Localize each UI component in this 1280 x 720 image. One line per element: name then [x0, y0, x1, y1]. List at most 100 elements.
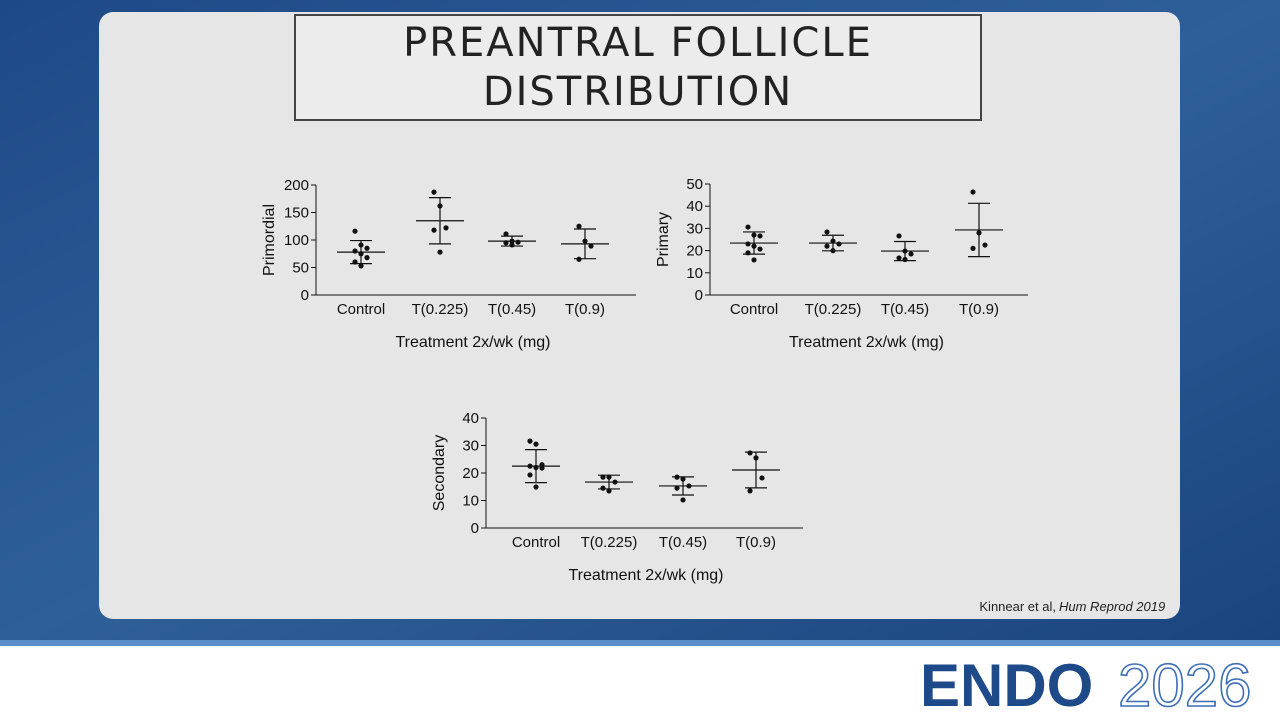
- data-point: [606, 474, 612, 480]
- data-point: [612, 479, 618, 485]
- data-point: [600, 474, 606, 480]
- data-point: [674, 485, 680, 491]
- y-tick-label: 50: [292, 260, 309, 277]
- x-tick-label: T(0.225): [581, 534, 638, 551]
- data-point: [824, 243, 830, 249]
- data-point: [747, 488, 753, 494]
- x-tick-label: T(0.45): [659, 534, 707, 551]
- data-point: [582, 238, 588, 244]
- x-tick-label: T(0.225): [412, 301, 469, 318]
- data-point: [527, 438, 533, 444]
- data-point: [759, 475, 765, 481]
- data-point: [908, 251, 914, 257]
- x-axis-label: Treatment 2x/wk (mg): [396, 334, 551, 351]
- y-tick-label: 200: [284, 177, 309, 194]
- y-tick-label: 20: [462, 465, 479, 482]
- citation-journal: Hum Reprod 2019: [1059, 599, 1165, 614]
- data-point: [751, 232, 757, 238]
- data-point: [757, 246, 763, 252]
- data-point: [680, 497, 686, 503]
- y-tick-label: 150: [284, 205, 309, 222]
- logo-year: 2026: [1118, 652, 1251, 719]
- y-axis-label: Primary: [655, 212, 672, 267]
- y-tick-label: 40: [686, 198, 703, 215]
- y-axis-label: Primordial: [261, 204, 278, 276]
- y-tick-label: 0: [301, 287, 309, 304]
- data-point: [745, 250, 751, 256]
- data-point: [509, 242, 515, 248]
- data-point: [982, 242, 988, 248]
- content-card: [99, 12, 1180, 619]
- data-point: [606, 488, 612, 494]
- y-tick-label: 30: [686, 220, 703, 237]
- data-point: [358, 251, 364, 257]
- x-tick-label: Control: [337, 301, 385, 318]
- data-point: [437, 249, 443, 255]
- data-point: [437, 203, 443, 209]
- data-point: [686, 483, 692, 489]
- data-point: [352, 228, 358, 234]
- logo-brand: ENDO: [920, 652, 1093, 719]
- x-tick-label: Control: [512, 534, 560, 551]
- y-tick-label: 20: [686, 243, 703, 260]
- data-point: [576, 256, 582, 262]
- data-point: [976, 230, 982, 236]
- y-tick-label: 10: [462, 493, 479, 510]
- data-point: [431, 227, 437, 233]
- y-tick-label: 10: [686, 265, 703, 282]
- y-tick-label: 30: [462, 438, 479, 455]
- data-point: [352, 259, 358, 265]
- title-box: [294, 14, 982, 121]
- data-point: [364, 255, 370, 261]
- data-point: [830, 238, 836, 244]
- data-point: [503, 231, 509, 237]
- data-point: [358, 263, 364, 269]
- data-point: [747, 450, 753, 456]
- data-point: [600, 485, 606, 491]
- x-axis-label: Treatment 2x/wk (mg): [569, 567, 724, 584]
- data-point: [751, 257, 757, 263]
- data-point: [527, 463, 533, 469]
- x-tick-label: T(0.9): [565, 301, 605, 318]
- y-tick-label: 0: [471, 520, 479, 537]
- data-point: [745, 241, 751, 247]
- y-axis-label: Secondary: [431, 435, 448, 512]
- data-point: [970, 189, 976, 195]
- data-point: [674, 474, 680, 480]
- data-point: [836, 241, 842, 247]
- data-point: [358, 242, 364, 248]
- data-point: [539, 465, 545, 471]
- x-tick-label: T(0.225): [805, 301, 862, 318]
- divider: [0, 640, 1280, 646]
- title: PREANTRAL FOLLICLE: [403, 20, 873, 66]
- data-point: [757, 233, 763, 239]
- data-point: [751, 243, 757, 249]
- y-tick-label: 0: [695, 287, 703, 304]
- data-point: [431, 189, 437, 195]
- data-point: [533, 484, 539, 490]
- data-point: [509, 238, 515, 244]
- data-point: [533, 464, 539, 471]
- data-point: [503, 240, 509, 246]
- data-point: [680, 476, 686, 482]
- x-axis-label: Treatment 2x/wk (mg): [789, 334, 944, 351]
- title: DISTRIBUTION: [483, 69, 793, 115]
- data-point: [527, 472, 533, 478]
- y-tick-label: 40: [462, 410, 479, 427]
- data-point: [443, 225, 449, 231]
- data-point: [352, 248, 358, 254]
- x-tick-label: T(0.45): [488, 301, 536, 318]
- data-point: [753, 455, 759, 461]
- citation: Kinnear et al,: [979, 599, 1056, 614]
- x-tick-label: T(0.9): [959, 301, 999, 318]
- y-tick-label: 50: [686, 176, 703, 193]
- y-tick-label: 100: [284, 232, 309, 249]
- data-point: [745, 224, 751, 230]
- footer: [0, 646, 1280, 720]
- data-point: [533, 441, 539, 447]
- x-tick-label: Control: [730, 301, 778, 318]
- data-point: [830, 248, 836, 254]
